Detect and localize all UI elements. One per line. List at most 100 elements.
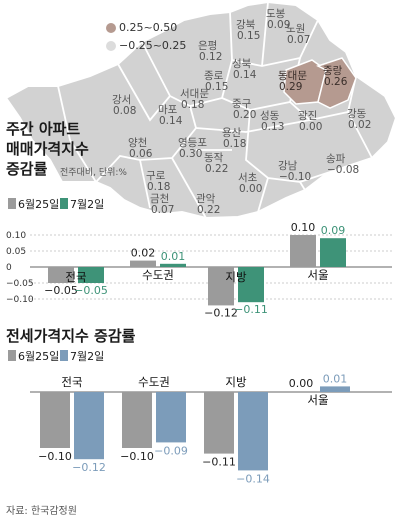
source-credit: 자료: 한국감정원 (6, 506, 77, 517)
bar (238, 392, 268, 471)
district-value-label: 0.07 (151, 204, 175, 216)
bar (40, 392, 70, 448)
district-value-label: 0.18 (147, 181, 171, 193)
district-name-label: 중랑 (323, 65, 343, 77)
bar (204, 392, 234, 454)
district-name-label: 강북 (236, 19, 256, 31)
district-value-label: 0.22 (205, 163, 229, 175)
category-label: 전국 (61, 375, 82, 389)
district-name-label: 구로 (146, 170, 166, 182)
bar (290, 235, 316, 267)
data-label: 0.01 (161, 250, 186, 263)
district-name-label: 도봉 (266, 8, 286, 20)
district-name-label: 성북 (232, 58, 252, 70)
district-name-label: 송파 (326, 153, 346, 165)
category-label: 지방 (225, 270, 247, 284)
district-value-label: 0.22 (197, 204, 221, 216)
district-value-label: 0.18 (181, 99, 205, 111)
y-tick-label: −0.05 (6, 279, 34, 289)
legend-swatch-low (106, 41, 116, 51)
data-label: −0.10 (120, 450, 154, 463)
district-value-label: 0.07 (287, 34, 311, 46)
category-label: 서울 (307, 268, 328, 282)
data-label: 0.02 (131, 247, 156, 260)
category-label: 수도권 (138, 375, 170, 389)
chart1-unit: 전주대비, 단위:% (60, 168, 127, 178)
bar (156, 392, 186, 443)
district-name-label: 종로 (204, 70, 224, 82)
data-label: 0.00 (289, 377, 314, 390)
district-name-label: 동대문 (278, 70, 307, 82)
data-label: −0.05 (74, 284, 108, 297)
data-label: 0.10 (291, 221, 316, 234)
category-label: 전국 (65, 270, 86, 284)
bar (78, 267, 104, 283)
district-value-label: −0.08 (327, 164, 360, 176)
district-value-label: 0.18 (223, 138, 247, 150)
seoul-outline (4, 0, 398, 220)
district-name-label: 은평 (198, 40, 218, 52)
district-highlight-jungnang (316, 57, 357, 109)
chart1-legend-label-week2: 7월2일 (70, 198, 105, 211)
district-value-label: 0.08 (113, 105, 137, 117)
district-value-label: 0.14 (159, 115, 183, 127)
legend-swatch-high (106, 23, 116, 33)
district-value-label: 0.13 (261, 121, 285, 133)
district-name-label: 중구 (232, 98, 252, 110)
district-name-label: 노원 (286, 23, 306, 35)
district-value-label: −0.10 (279, 171, 312, 183)
district-name-label: 금천 (150, 193, 170, 205)
district-name-label: 강동 (347, 108, 367, 120)
district-value-label: 0.15 (205, 81, 229, 93)
bar (48, 267, 74, 283)
district-borders (57, 1, 373, 219)
district-name-label: 강서 (112, 94, 132, 106)
bar (160, 263, 186, 267)
chart1-legend-label-week1: 6월25일 (18, 198, 60, 211)
district-value-label: 0.14 (233, 69, 257, 81)
y-tick-label: 0.05 (6, 247, 26, 257)
bar (320, 238, 346, 267)
data-label: −0.12 (72, 461, 106, 474)
district-name-label: 서초 (238, 172, 258, 184)
district-name-label: 용산 (222, 127, 242, 139)
district-value-label: 0.15 (237, 30, 261, 42)
data-label: −0.12 (204, 306, 238, 319)
data-label: −0.14 (236, 472, 270, 485)
district-value-label: 0.26 (324, 76, 348, 88)
chart1-title-line1: 주간 아파트 (6, 120, 81, 138)
bar (238, 267, 264, 303)
y-tick-label: 0.10 (6, 231, 26, 241)
district-value-label: 0.30 (179, 148, 203, 160)
data-label: −0.09 (154, 444, 188, 457)
district-name-label: 마포 (158, 104, 178, 116)
data-label: −0.05 (44, 284, 78, 297)
chart1-title-line2: 매매가격지수 (6, 140, 89, 158)
bar (74, 392, 104, 460)
district-value-label: 0.09 (267, 19, 291, 31)
bar (130, 260, 156, 267)
bar (320, 386, 350, 392)
category-label: 수도권 (142, 268, 174, 282)
district-name-label: 서대문 (180, 88, 209, 100)
data-label: −0.11 (234, 303, 268, 316)
district-value-label: 0.12 (199, 51, 223, 63)
chart2-legend-label-week2: 7월2일 (70, 350, 105, 363)
category-label: 지방 (225, 375, 247, 389)
district-name-label: 강남 (278, 160, 298, 172)
chart2-legend-label-week1: 6월25일 (18, 350, 60, 363)
district-value-label: 0.02 (348, 119, 372, 131)
chart2-legend-swatch-week2 (60, 350, 68, 361)
y-tick-label: 0 (6, 263, 12, 273)
district-value-label: 0.20 (233, 109, 257, 121)
data-label: 0.09 (321, 224, 346, 237)
district-name-label: 영등포 (178, 137, 207, 149)
map-legend-low-label: −0.25~0.25 (119, 39, 187, 52)
y-tick-label: −0.10 (6, 295, 34, 305)
chart2-title: 전세가격지수 증감률 (6, 327, 136, 345)
district-value-label: 0.00 (299, 121, 323, 133)
district-value-label: 0.29 (279, 81, 303, 93)
data-label: −0.11 (202, 456, 236, 469)
